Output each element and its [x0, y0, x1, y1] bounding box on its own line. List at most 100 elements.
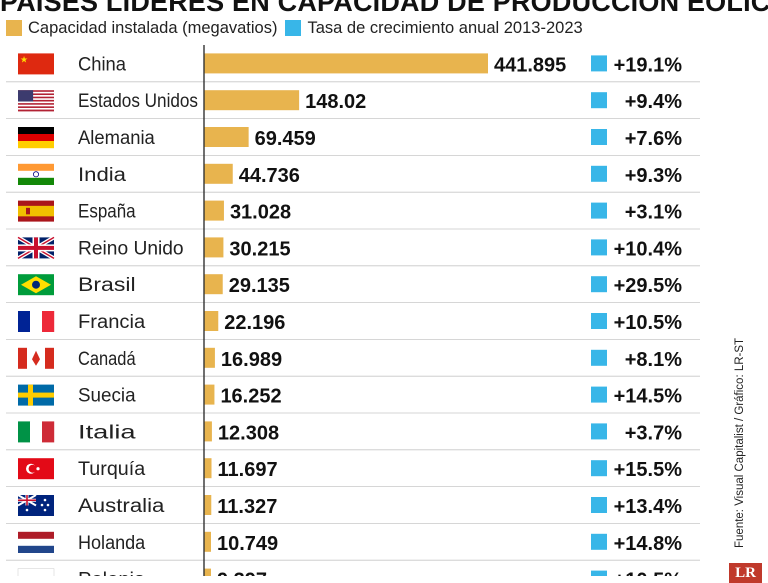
growth-value-label: +10.4% — [614, 238, 683, 260]
country-label: Australia — [78, 496, 165, 517]
growth-swatch — [591, 313, 607, 329]
china-flag: ★ — [18, 53, 54, 75]
legend-label-capacity: Capacidad instalada (megavatios) — [28, 18, 278, 37]
capacity-bar — [204, 495, 212, 515]
growth-value-label: +14.5% — [614, 386, 683, 408]
capacity-value-label: 10.749 — [217, 533, 278, 555]
growth-swatch — [591, 165, 607, 182]
poland-flag — [17, 568, 55, 576]
country-label: Italia — [78, 422, 136, 443]
chart-legend: Capacidad instalada (megavatios) Tasa de… — [6, 17, 591, 39]
italy-flag — [18, 421, 55, 443]
chart-row-9: Suecia 16.252 +14.5% — [6, 384, 700, 414]
capacity-bar — [204, 53, 488, 74]
legend-label-growth: Tasa de crecimiento anual 2013-2023 — [307, 18, 583, 37]
netherlands-flag — [18, 531, 54, 553]
legend-swatch-growth — [285, 20, 302, 36]
country-label: Alemania — [78, 128, 155, 149]
svg-text:★: ★ — [20, 55, 28, 65]
capacity-value-label: 11.327 — [217, 496, 277, 518]
spain-flag — [18, 200, 54, 222]
capacity-value-label: 441.895 — [494, 54, 566, 76]
capacity-value-label: 29.135 — [229, 275, 290, 297]
growth-value-label: +3.7% — [625, 422, 682, 444]
chart-row-6: Brasil 29.135 +29.5% — [6, 274, 700, 304]
chart-row-7: Francia 22.196 +10.5% — [6, 311, 700, 340]
country-label: China — [78, 54, 126, 75]
capacity-bar — [204, 458, 212, 479]
growth-swatch — [591, 349, 607, 366]
growth-swatch — [591, 423, 607, 440]
capacity-value-label: 69.459 — [255, 128, 316, 150]
growth-swatch — [591, 129, 607, 145]
germany-flag — [18, 127, 54, 149]
lr-logo: LR — [729, 563, 762, 583]
growth-swatch — [591, 460, 607, 477]
uk-flag — [16, 235, 56, 261]
chart-row-14: Polonia 9.397 +10.5% — [17, 568, 682, 576]
capacity-bar — [204, 568, 211, 576]
canada-flag — [18, 347, 54, 369]
france-flag — [18, 311, 55, 332]
capacity-value-label: 12.308 — [218, 422, 279, 444]
capacity-bar — [204, 274, 223, 295]
growth-swatch — [591, 533, 607, 550]
capacity-value-label: 44.736 — [239, 165, 300, 187]
growth-value-label: +9.4% — [625, 91, 682, 113]
growth-swatch — [591, 276, 607, 293]
capacity-value-label: 16.989 — [221, 349, 282, 371]
chart-row-8: Canadá 16.989 +8.1% — [6, 347, 700, 377]
capacity-value-label: 30.215 — [229, 238, 290, 260]
legend-swatch-capacity — [6, 20, 22, 36]
turkey-flag — [18, 458, 54, 480]
legend-item-capacity: Capacidad instalada (megavatios) — [6, 19, 277, 38]
chart-row-2: Alemania 69.459 +7.6% — [6, 127, 700, 156]
growth-value-label: +14.8% — [614, 533, 683, 555]
growth-value-label: +8.1% — [625, 349, 682, 371]
capacity-bar — [204, 531, 211, 552]
legend-item-growth: Tasa de crecimiento anual 2013-2023 — [285, 18, 583, 38]
chart-title: PAÍSES LÍDERES EN CAPACIDAD DE PRODUCCIÓ… — [0, 0, 768, 17]
chart-row-4: España 31.028 +3.1% — [6, 200, 700, 230]
chart-row-13: Holanda 10.749 +14.8% — [6, 531, 700, 561]
chart-row-12: Australia 11.327 +13.4% — [6, 494, 700, 524]
country-label: Polonia — [78, 570, 146, 576]
chart-row-1: Estados Unidos 148.02 +9.4% — [6, 90, 700, 119]
country-label: Reino Unido — [78, 238, 184, 259]
capacity-bar — [204, 384, 215, 405]
australia-flag — [17, 494, 54, 516]
country-label: Holanda — [78, 533, 146, 554]
growth-value-label: +3.1% — [625, 202, 682, 224]
growth-value-label: +15.5% — [614, 459, 683, 481]
growth-swatch — [591, 202, 607, 219]
chart-row-5: Reino Unido 30.215 +10.4% — [6, 235, 700, 267]
growth-swatch — [591, 386, 607, 403]
growth-swatch — [591, 92, 607, 109]
growth-swatch — [591, 239, 607, 256]
capacity-value-label: 16.252 — [220, 386, 281, 408]
capacity-value-label: 148.02 — [305, 91, 366, 113]
usa-flag — [18, 90, 54, 112]
capacity-bar — [204, 311, 219, 331]
capacity-bar — [204, 127, 249, 147]
capacity-value-label: 11.697 — [218, 459, 278, 481]
capacity-bar — [204, 163, 233, 184]
chart-row-3: India 44.736 +9.3% — [6, 163, 700, 193]
capacity-value-label: 22.196 — [224, 312, 285, 334]
capacity-bar — [204, 200, 224, 221]
growth-swatch — [591, 497, 607, 513]
country-label: Brasil — [78, 275, 136, 296]
country-label: Suecia — [78, 386, 136, 407]
capacity-value-label: 31.028 — [230, 202, 291, 224]
growth-value-label: +7.6% — [625, 128, 682, 150]
sweden-flag — [18, 384, 54, 406]
country-label: Francia — [78, 312, 146, 333]
growth-value-label: +29.5% — [614, 275, 683, 297]
growth-value-label: +9.3% — [625, 165, 682, 187]
growth-value-label: +10.5% — [614, 312, 683, 334]
country-label: Estados Unidos — [78, 91, 198, 112]
capacity-bar — [204, 90, 300, 111]
capacity-value-label: 9.397 — [217, 570, 267, 576]
chart-row-10: Italia 12.308 +3.7% — [6, 421, 700, 451]
